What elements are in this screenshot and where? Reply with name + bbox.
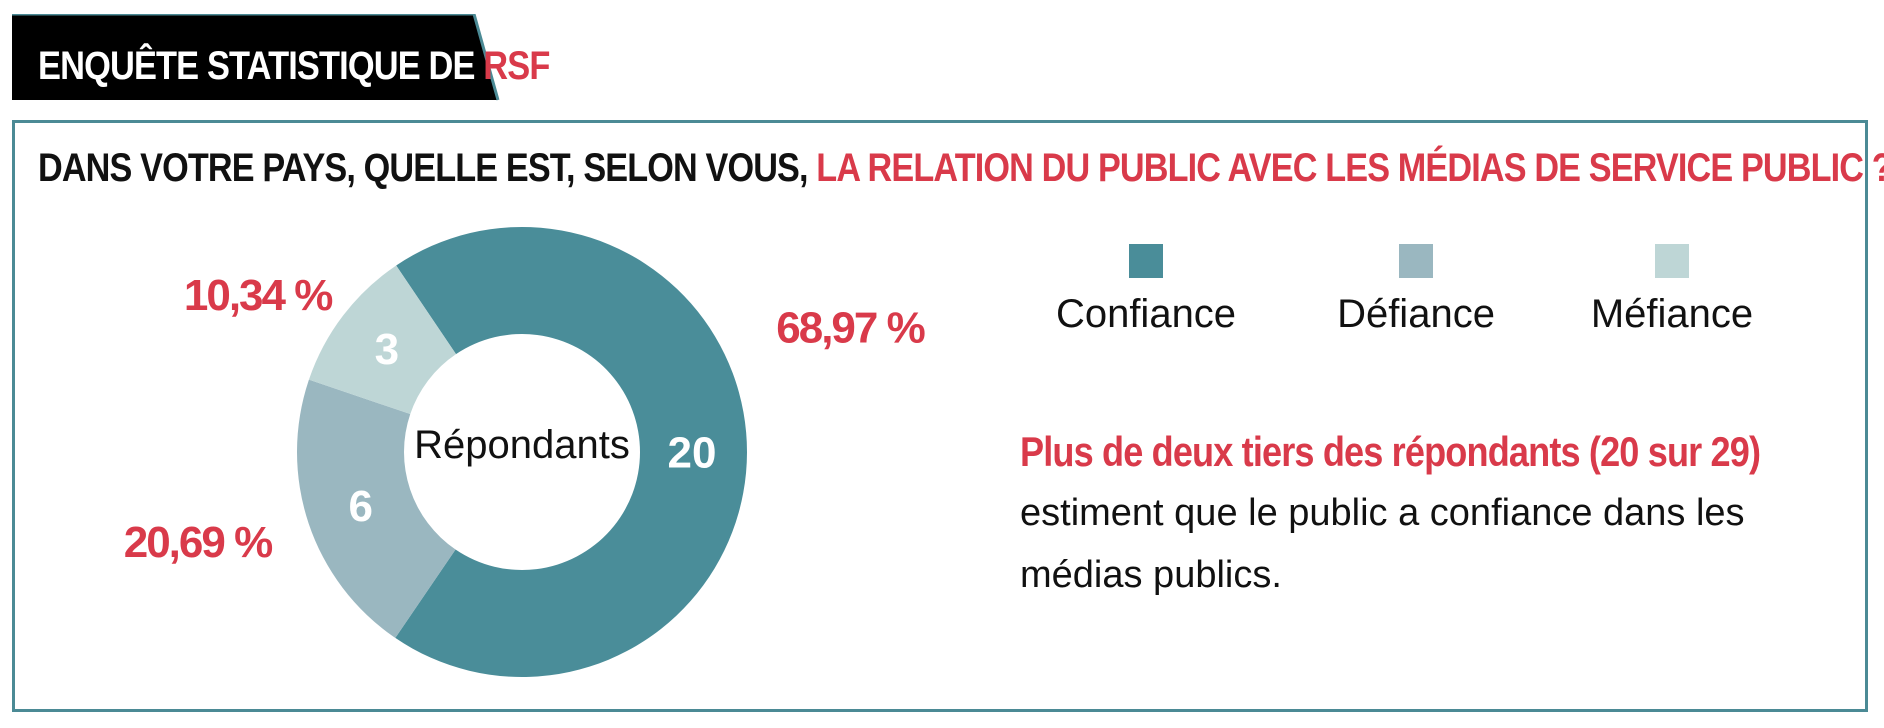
donut-percent-label: 68,97 %	[776, 304, 924, 353]
legend-swatch-confiance	[1129, 244, 1163, 278]
legend-swatch-mefiance	[1655, 244, 1689, 278]
header-title-accent: RSF	[483, 44, 550, 88]
donut-slice-defiance	[297, 379, 456, 638]
question-accent: LA RELATION DU PUBLIC AVEC LES MÉDIAS DE…	[816, 146, 1884, 190]
legend-label-confiance: Confiance	[1055, 292, 1237, 336]
legend-label-mefiance: Méfiance	[1590, 292, 1754, 336]
donut-percent-labels: 68,97 % 20,69 % 10,34 %	[124, 271, 927, 567]
summary-text: Plus de deux tiers des répondants (20 su…	[1020, 422, 1820, 606]
content-frame	[12, 120, 1868, 712]
donut-count-label: 20	[668, 428, 717, 477]
donut-percent-label: 10,34 %	[184, 271, 332, 320]
donut-percent-label: 20,69 %	[124, 518, 272, 567]
legend-label-defiance: Défiance	[1337, 292, 1495, 336]
summary-highlight: Plus de deux tiers des répondants (20 su…	[1020, 428, 1761, 475]
donut-center-label: Répondants	[414, 423, 630, 467]
header-title: ENQUÊTE STATISTIQUE DE RSF	[38, 44, 550, 89]
question-prefix: DANS VOTRE PAYS, QUELLE EST, SELON VOUS,	[38, 146, 817, 190]
donut-count-label: 3	[375, 325, 399, 374]
donut-slice-mefiance	[308, 265, 457, 415]
header-tab-shape	[12, 14, 500, 101]
legend-item-defiance: Défiance	[1306, 244, 1526, 337]
donut-slice-confiance	[395, 227, 747, 678]
header-title-prefix: ENQUÊTE STATISTIQUE DE	[38, 44, 484, 88]
summary-body: estiment que le public a confiance dans …	[1020, 492, 1745, 596]
legend-item-mefiance: Méfiance	[1562, 244, 1782, 337]
question-title: DANS VOTRE PAYS, QUELLE EST, SELON VOUS,…	[38, 146, 1884, 191]
donut-slices	[297, 227, 747, 678]
legend-swatch-defiance	[1399, 244, 1433, 278]
donut-count-label: 6	[349, 482, 373, 531]
legend-item-confiance: Confiance	[1036, 244, 1256, 337]
header-tab	[12, 14, 612, 124]
